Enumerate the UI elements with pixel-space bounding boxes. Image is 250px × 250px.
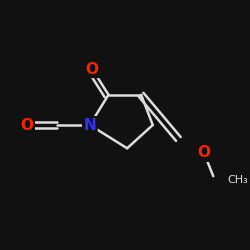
Text: O: O (86, 62, 99, 76)
Text: N: N (84, 118, 96, 132)
Text: CH₃: CH₃ (227, 175, 248, 185)
Text: O: O (20, 118, 34, 132)
Text: O: O (198, 146, 210, 160)
